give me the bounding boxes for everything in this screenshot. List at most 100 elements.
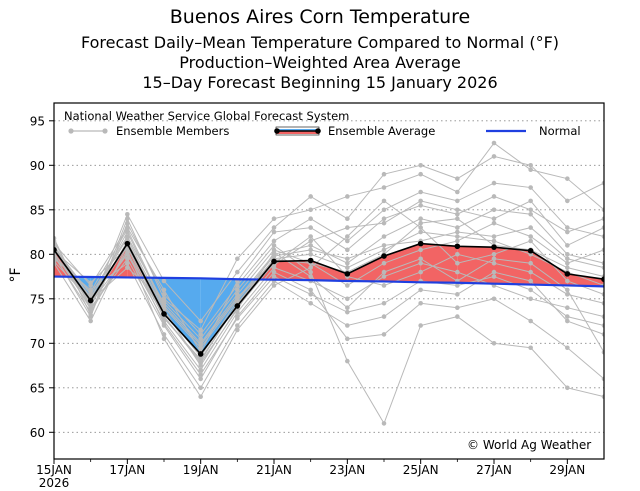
ensemble-member-line [54, 200, 604, 346]
chart-subtitle-1: Forecast Daily–Mean Temperature Compared… [80, 33, 560, 52]
chart-subtitle-2: Production–Weighted Area Average [179, 53, 461, 72]
above-normal-area [457, 246, 494, 284]
ensemble-member-line [54, 142, 604, 331]
y-tick-label: 90 [30, 159, 45, 173]
ensemble-member-point [235, 327, 240, 333]
ensemble-member-point [345, 309, 350, 315]
ensemble-member-point [381, 332, 387, 337]
legend-source: National Weather Service Global Forecast… [64, 109, 349, 123]
ensemble-member-point [455, 305, 460, 311]
ensemble-member-point [271, 229, 277, 235]
above-normal-area [494, 247, 531, 285]
ensemble-member-point [88, 312, 93, 318]
ensemble-member-point [381, 300, 387, 306]
ensemble-member-point [418, 163, 423, 168]
ensemble-member-point [235, 316, 240, 321]
ensemble-member-point [491, 260, 497, 266]
ensemble-member-point [308, 287, 313, 293]
ensemble-member-point [528, 207, 533, 213]
ensemble-member-point [565, 278, 570, 284]
ensemble-member-point [271, 243, 277, 248]
ensemble-member-point [308, 252, 313, 257]
plot-frame [53, 102, 605, 460]
ensemble-member-point [491, 140, 497, 146]
ensemble-member [54, 250, 604, 382]
ensemble-member-line [54, 235, 604, 367]
ensemble-member [54, 198, 604, 348]
legend: National Weather Service Global Forecast… [64, 109, 581, 138]
ensemble-member-point [565, 225, 570, 230]
legend-normal-label: Normal [539, 124, 581, 138]
x-tick-label: 15JAN [36, 463, 72, 477]
ensemble-member-point [198, 367, 203, 373]
ensemble-member-point [125, 256, 130, 262]
ensemble-member-point [455, 229, 460, 235]
ensemble-member-point [381, 421, 387, 426]
y-tick-label: 70 [30, 337, 45, 351]
ensemble-member-point [308, 234, 313, 239]
ensemble-member-point [491, 180, 497, 186]
ensemble-member-point [161, 296, 167, 302]
ensemble-member-point [125, 260, 130, 266]
ensemble-member [54, 140, 604, 333]
ensemble-average-point [271, 258, 277, 265]
ensemble-member-point [418, 323, 423, 328]
ensemble-member-point [455, 189, 460, 195]
ensemble-member-point [125, 211, 130, 217]
x-tick-label: 29JAN [549, 463, 585, 477]
ensemble-member-point [418, 247, 423, 253]
x-tick-label: 23JAN [329, 463, 365, 477]
above-normal-area [567, 273, 604, 287]
ensemble-member-point [528, 163, 533, 168]
ensemble-member-point [198, 360, 203, 366]
ensemble-average-point [161, 311, 167, 317]
chart-subtitle-3: 15–Day Forecast Beginning 15 January 202… [142, 73, 498, 92]
ensemble-member-point [345, 247, 350, 253]
ensemble-member-point [381, 274, 387, 279]
ensemble-member-point [528, 345, 533, 351]
ensemble-average-point [417, 240, 424, 247]
ensemble-member-point [198, 394, 203, 400]
ensemble-member-point [565, 314, 570, 319]
ensemble-member-point [161, 278, 167, 284]
ensemble-member-point [528, 318, 533, 324]
ensemble-average-point [344, 271, 351, 277]
ensemble-average-point [234, 303, 241, 309]
ensemble-member-point [491, 274, 497, 279]
ensemble-member-point [455, 211, 460, 217]
ensemble-member-point [455, 238, 460, 244]
ensemble-member-point [381, 269, 387, 275]
ensemble-member-point [308, 300, 313, 306]
ensemble-member-point [381, 314, 387, 319]
above-normal-area [347, 256, 384, 282]
ensemble-member-point [308, 225, 313, 230]
ensemble-member-point [125, 250, 130, 255]
ensemble-member-point [345, 265, 350, 270]
ensemble-member-line [54, 252, 604, 380]
ensemble-member-point [455, 234, 460, 239]
ensemble-member-point [125, 265, 130, 270]
ensemble-member-point [418, 198, 423, 204]
ensemble-member-point [528, 238, 533, 244]
ensemble-member-line [54, 247, 604, 364]
ensemble-average-point [381, 253, 387, 259]
ensemble-member-point [345, 323, 350, 328]
ensemble-member-point [528, 287, 533, 293]
ensemble-member-point [491, 216, 497, 221]
ensemble-member-point [528, 167, 533, 173]
ensemble-member-point [491, 256, 497, 262]
ensemble-member-point [418, 269, 423, 275]
ensemble-member-point [565, 265, 570, 270]
ensemble-member-point [565, 243, 570, 248]
ensemble-member-point [491, 269, 497, 275]
ensemble-average-point [454, 243, 461, 250]
ensemble-member-point [308, 247, 313, 253]
ensemble-average-point [307, 257, 314, 264]
ensemble-average-series [54, 240, 604, 357]
ensemble-member-point [345, 305, 350, 311]
y-tick-label: 95 [30, 114, 45, 128]
ensemble-member-point [528, 278, 533, 284]
ensemble-member-point [381, 185, 387, 190]
ensemble-member-point [381, 207, 387, 213]
ensemble-member-point [455, 225, 460, 230]
